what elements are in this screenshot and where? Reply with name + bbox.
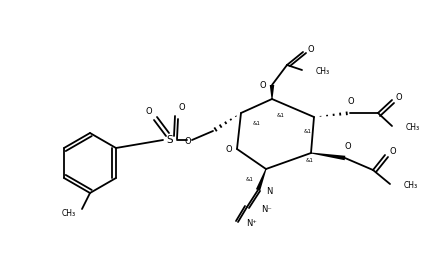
Text: S: S (167, 135, 173, 145)
Text: CH₃: CH₃ (62, 208, 76, 217)
Text: O: O (184, 136, 191, 145)
Text: O: O (389, 148, 396, 157)
Polygon shape (311, 152, 345, 160)
Text: &1: &1 (306, 158, 314, 163)
Text: &1: &1 (277, 113, 285, 118)
Text: CH₃: CH₃ (404, 181, 418, 190)
Text: &1: &1 (253, 121, 261, 126)
Text: O: O (308, 45, 315, 54)
Text: CH₃: CH₃ (316, 68, 330, 77)
Text: &1: &1 (246, 177, 254, 182)
Polygon shape (256, 169, 266, 191)
Text: N: N (266, 188, 272, 197)
Text: O: O (345, 142, 351, 151)
Text: O: O (226, 145, 232, 154)
Text: N⁺: N⁺ (246, 219, 257, 228)
Text: O: O (146, 107, 152, 116)
Polygon shape (270, 85, 274, 99)
Text: O: O (179, 103, 185, 112)
Text: O: O (259, 80, 266, 89)
Text: N⁻: N⁻ (261, 205, 272, 214)
Text: CH₃: CH₃ (406, 124, 420, 133)
Text: O: O (348, 97, 354, 106)
Text: &1: &1 (304, 129, 312, 134)
Text: O: O (396, 93, 403, 102)
